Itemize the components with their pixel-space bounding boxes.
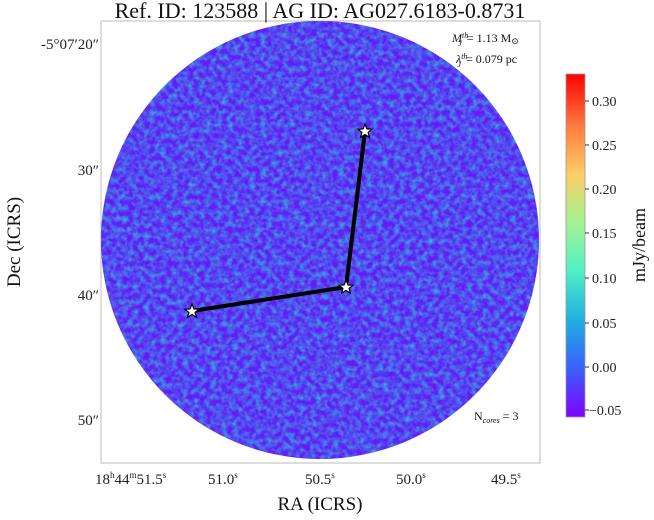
y-tick-labels: -5°07′20″ 30″ 40″ 50″ [41, 37, 99, 429]
core-markers [183, 122, 374, 319]
xtick-label: 50.5s [305, 470, 335, 488]
core-star-3 [183, 302, 201, 319]
cbar-tick-label: 0.10 [592, 272, 617, 287]
emission-map [101, 21, 539, 459]
jeans-length-annotation: λth J = 0.079 pc [455, 52, 517, 69]
xtick-label: 50.0s [396, 470, 426, 488]
x-tick-labels: 18h44m51.5s 51.0s 50.5s 50.0s 49.5s [95, 470, 521, 488]
cbar-tick-label: 0.05 [592, 317, 617, 332]
cbar-tick-label: 0.25 [592, 139, 617, 154]
y-axis-label: Dec (ICRS) [4, 197, 25, 287]
ytick-label: 30″ [78, 163, 99, 179]
xtick-label-first: 18h44m51.5s [95, 470, 167, 488]
xtick-label: 49.5s [491, 470, 521, 488]
xtick-label: 51.0s [208, 470, 238, 488]
ytick-label: -5°07′20″ [41, 37, 99, 53]
cbar-tick-label: 0.30 [592, 95, 617, 110]
cbar-tick-label: −0.05 [589, 404, 621, 419]
n-cores-annotation: Ncores = 3 [474, 409, 518, 425]
core-star-1 [356, 122, 374, 139]
core-connections [191, 130, 367, 313]
cbar-tick-label: 0.15 [592, 227, 617, 242]
core-star-2 [337, 278, 355, 295]
x-axis-label: RA (ICRS) [278, 494, 363, 515]
colorbar-label: mJy/beam [629, 208, 649, 282]
mass-threshold-annotation: Mth J = 1.13 M⊙ [451, 31, 519, 48]
cbar-tick-label: 0.00 [592, 361, 617, 376]
mst-edge-2 [344, 130, 367, 288]
figure-title: Ref. ID: 123588 | AG ID: AG027.6183-0.87… [115, 0, 526, 23]
ytick-label: 50″ [78, 413, 99, 429]
cbar-tick-label: 0.20 [592, 183, 617, 198]
ytick-label: 40″ [78, 288, 99, 304]
mst-edge-1 [191, 285, 347, 313]
colorbar-ticks [585, 100, 589, 411]
colorbar-tick-labels: 0.30 0.25 0.20 0.15 0.10 0.05 0.00 −0.05 [589, 95, 621, 419]
colorbar [565, 73, 586, 418]
